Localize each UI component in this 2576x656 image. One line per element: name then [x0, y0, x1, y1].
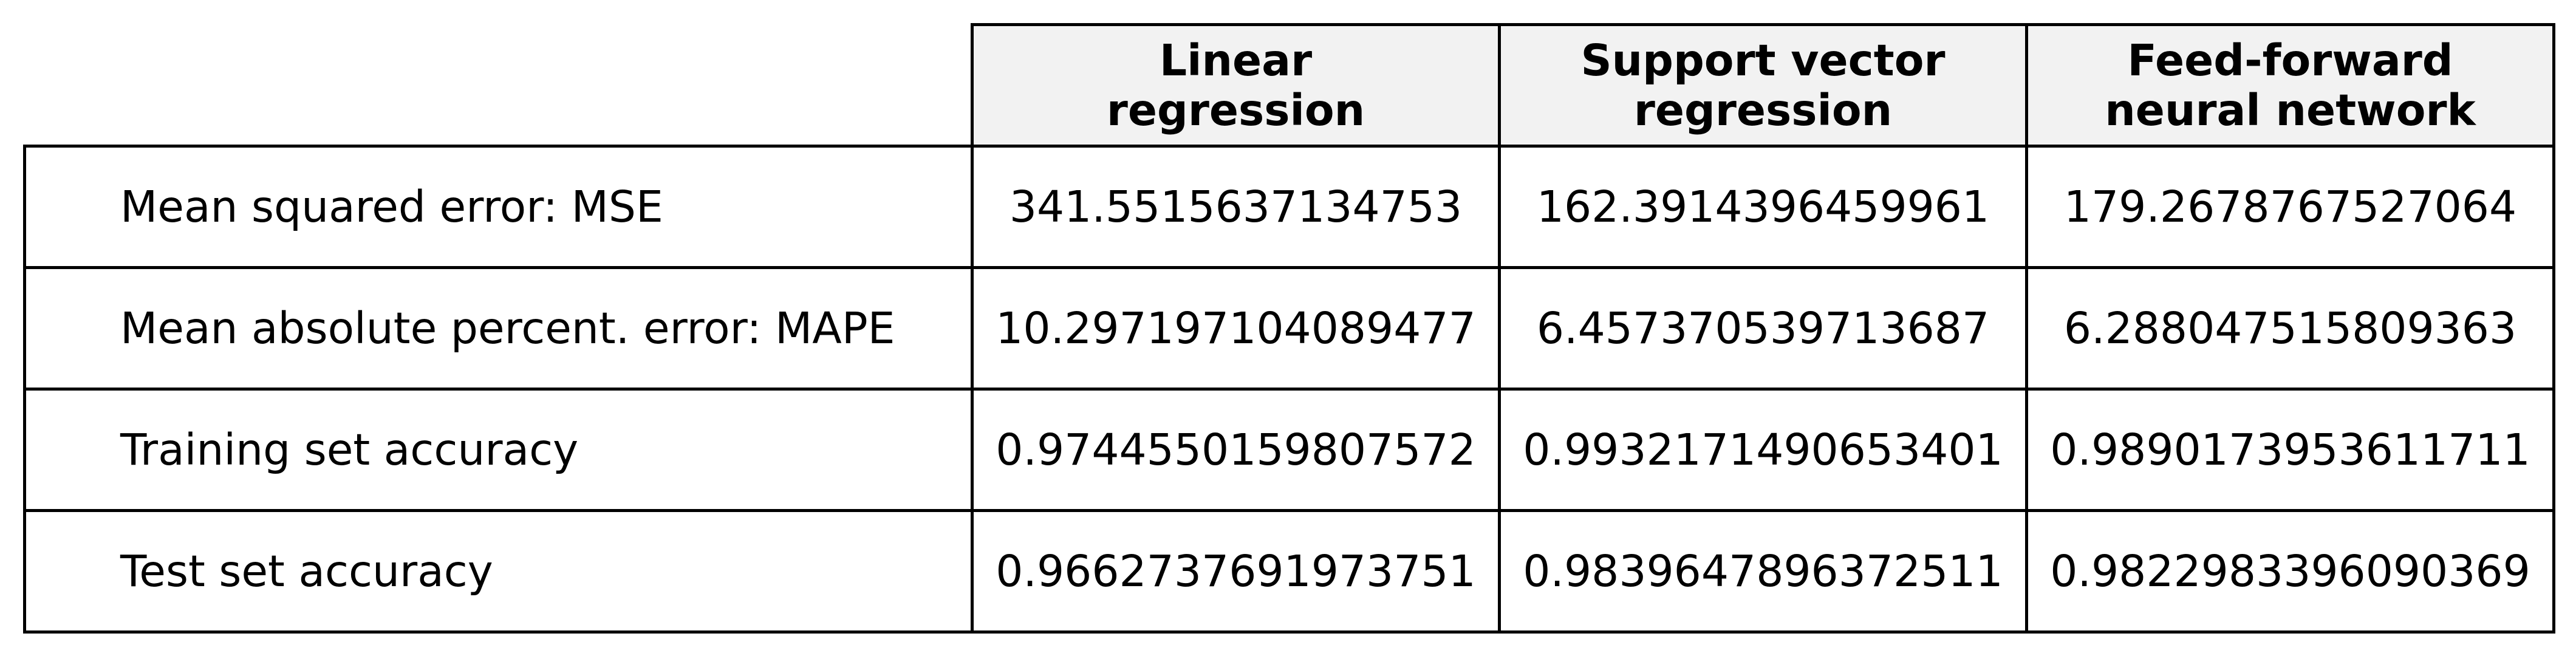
column-header-line: neural network	[2105, 84, 2476, 135]
cell-training-accuracy-support-vector-regression: 0.9932171490653401	[1498, 388, 2028, 512]
row-label-test-accuracy: Test set accuracy	[23, 509, 974, 634]
column-header-line: Support vector	[1580, 35, 1946, 86]
cell-training-accuracy-neural-network: 0.9890173953611711	[2025, 388, 2555, 512]
cell-mape-support-vector-regression: 6.457370539713687	[1498, 266, 2028, 391]
cell-mape-linear-regression: 10.297197104089477	[971, 266, 1501, 391]
column-header-line: regression	[1633, 84, 1893, 135]
column-header-line: Feed-forward	[2127, 35, 2453, 86]
cell-mse-neural-network: 179.2678767527064	[2025, 145, 2555, 269]
header-row: Linear regression Support vector regress…	[25, 23, 2555, 148]
row-label-mse: Mean squared error: MSE	[23, 145, 974, 269]
column-header-feed-forward-neural-network: Feed-forward neural network	[2025, 23, 2555, 148]
cell-mse-support-vector-regression: 162.3914396459961	[1498, 145, 2028, 269]
cell-mse-linear-regression: 341.5515637134753	[971, 145, 1501, 269]
column-header-support-vector-regression: Support vector regression	[1498, 23, 2028, 148]
column-header-linear-regression: Linear regression	[971, 23, 1501, 148]
cell-test-accuracy-neural-network: 0.9822983396090369	[2025, 509, 2555, 634]
column-header-line: Linear	[1159, 35, 1313, 86]
table-row-training-accuracy: Training set accuracy 0.9744550159807572…	[23, 388, 2555, 512]
table-row-mse: Mean squared error: MSE 341.551563713475…	[23, 145, 2555, 269]
empty-corner-cell	[25, 25, 972, 146]
table-row-mape: Mean absolute percent. error: MAPE 10.29…	[23, 266, 2555, 391]
results-table: Linear regression Support vector regress…	[23, 23, 2555, 634]
cell-test-accuracy-support-vector-regression: 0.9839647896372511	[1498, 509, 2028, 634]
cell-mape-neural-network: 6.288047515809363	[2025, 266, 2555, 391]
cell-training-accuracy-linear-regression: 0.9744550159807572	[971, 388, 1501, 512]
row-label-training-accuracy: Training set accuracy	[23, 388, 974, 512]
row-label-mape: Mean absolute percent. error: MAPE	[23, 266, 974, 391]
column-header-line: regression	[1106, 84, 1365, 135]
table-row-test-accuracy: Test set accuracy 0.9662737691973751 0.9…	[23, 509, 2555, 634]
cell-test-accuracy-linear-regression: 0.9662737691973751	[971, 509, 1501, 634]
